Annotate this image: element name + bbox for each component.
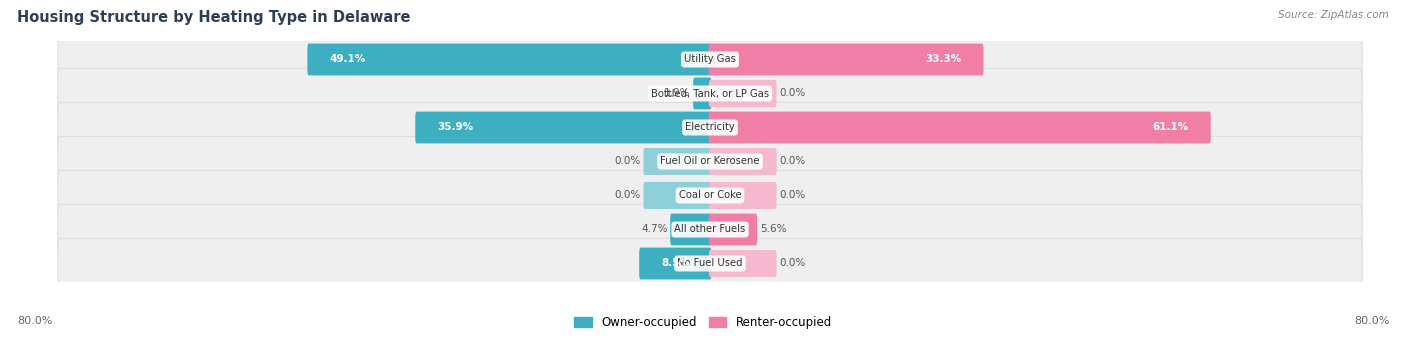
Text: 4.7%: 4.7% (641, 224, 668, 235)
FancyBboxPatch shape (58, 102, 1362, 153)
FancyBboxPatch shape (709, 44, 984, 75)
Text: 80.0%: 80.0% (1354, 317, 1389, 326)
FancyBboxPatch shape (709, 112, 1211, 143)
FancyBboxPatch shape (709, 148, 776, 175)
FancyBboxPatch shape (640, 248, 711, 279)
Text: 35.9%: 35.9% (437, 122, 474, 133)
Text: 0.0%: 0.0% (779, 258, 806, 269)
FancyBboxPatch shape (693, 78, 711, 109)
FancyBboxPatch shape (58, 34, 1362, 85)
FancyBboxPatch shape (58, 238, 1362, 289)
FancyBboxPatch shape (671, 214, 711, 245)
Text: No Fuel Used: No Fuel Used (678, 258, 742, 269)
Text: 33.3%: 33.3% (925, 54, 962, 65)
Text: 5.6%: 5.6% (759, 224, 786, 235)
Text: 0.0%: 0.0% (779, 190, 806, 201)
Text: 1.9%: 1.9% (664, 88, 690, 99)
FancyBboxPatch shape (709, 214, 758, 245)
FancyBboxPatch shape (58, 136, 1362, 187)
FancyBboxPatch shape (308, 44, 711, 75)
FancyBboxPatch shape (709, 250, 776, 277)
Text: 0.0%: 0.0% (614, 190, 641, 201)
Text: 49.1%: 49.1% (329, 54, 366, 65)
Text: All other Fuels: All other Fuels (675, 224, 745, 235)
Text: Utility Gas: Utility Gas (685, 54, 735, 65)
Text: 61.1%: 61.1% (1153, 122, 1189, 133)
Text: 0.0%: 0.0% (779, 88, 806, 99)
Text: Electricity: Electricity (685, 122, 735, 133)
Text: Fuel Oil or Kerosene: Fuel Oil or Kerosene (661, 156, 759, 167)
FancyBboxPatch shape (58, 204, 1362, 255)
Text: Coal or Coke: Coal or Coke (679, 190, 741, 201)
Text: Housing Structure by Heating Type in Delaware: Housing Structure by Heating Type in Del… (17, 10, 411, 25)
FancyBboxPatch shape (644, 182, 711, 209)
FancyBboxPatch shape (709, 80, 776, 107)
Text: 0.0%: 0.0% (779, 156, 806, 167)
Text: Bottled, Tank, or LP Gas: Bottled, Tank, or LP Gas (651, 88, 769, 99)
Text: Source: ZipAtlas.com: Source: ZipAtlas.com (1278, 10, 1389, 20)
Legend: Owner-occupied, Renter-occupied: Owner-occupied, Renter-occupied (569, 312, 837, 334)
FancyBboxPatch shape (58, 68, 1362, 119)
FancyBboxPatch shape (58, 170, 1362, 221)
FancyBboxPatch shape (709, 182, 776, 209)
Text: 8.5%: 8.5% (661, 258, 690, 269)
FancyBboxPatch shape (644, 148, 711, 175)
Text: 0.0%: 0.0% (614, 156, 641, 167)
FancyBboxPatch shape (415, 112, 711, 143)
Text: 80.0%: 80.0% (17, 317, 52, 326)
